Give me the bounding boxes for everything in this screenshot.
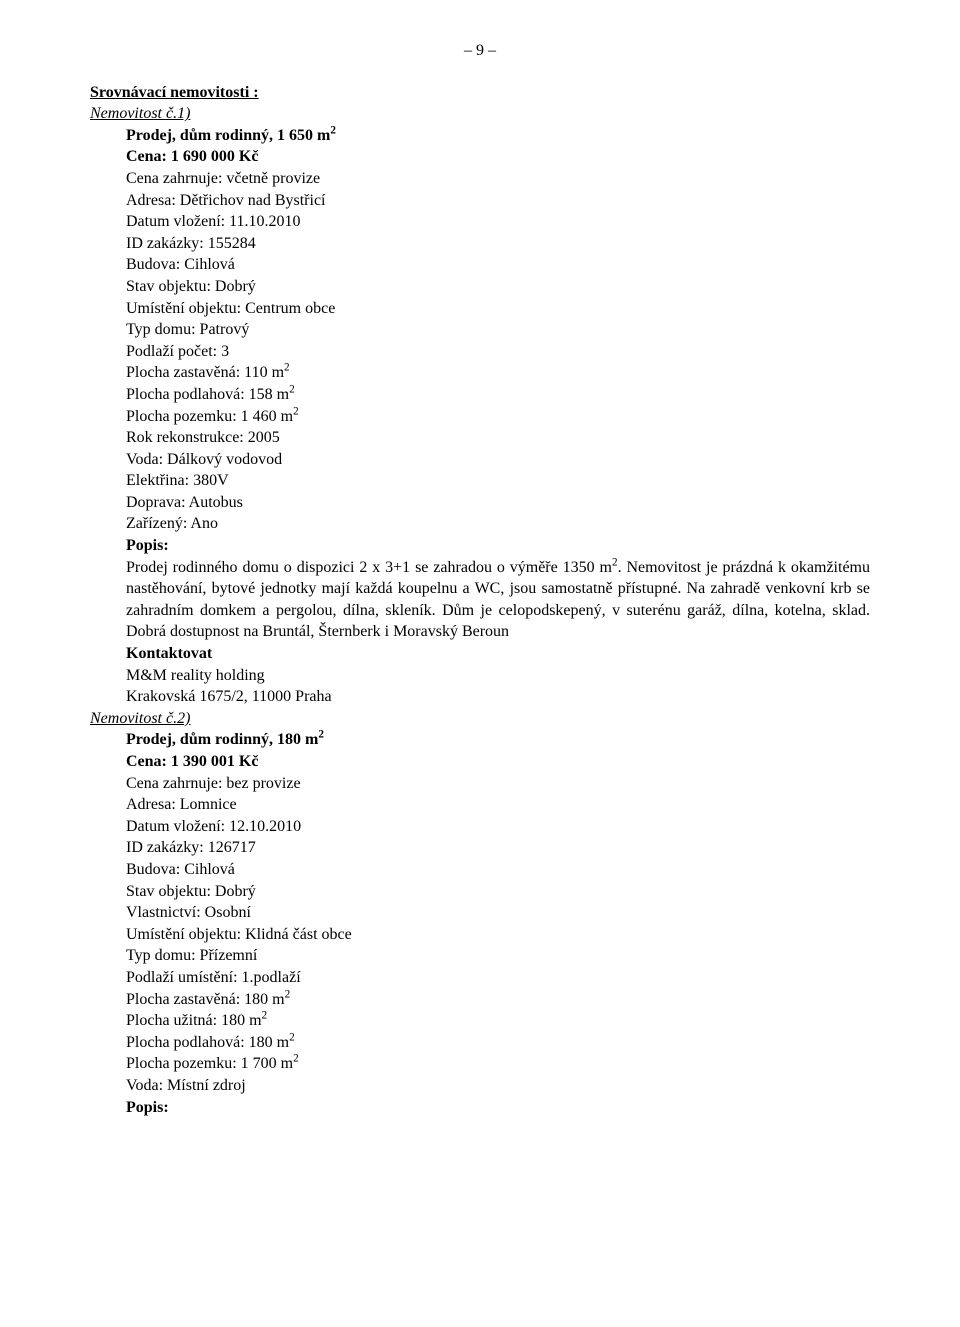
property2-floor-area: Plocha podlahová: 180 m2 xyxy=(126,1032,870,1054)
property1-desc-prefix: Prodej rodinného domu o dispozici 2 x 3+… xyxy=(126,559,612,576)
property2-title-text: Prodej, dům rodinný, 180 m xyxy=(126,731,318,748)
property2-land-area: Plocha pozemku: 1 700 m2 xyxy=(126,1053,870,1075)
property2-floor-area-sup: 2 xyxy=(289,1031,295,1043)
property1-location: Umístění objektu: Centrum obce xyxy=(126,298,870,320)
section-heading: Srovnávací nemovitosti : xyxy=(90,82,870,104)
property1-desc-label: Popis: xyxy=(126,535,870,557)
property1-price: Cena: 1 690 000 Kč xyxy=(126,146,870,168)
property2-built-area-text: Plocha zastavěná: 180 m xyxy=(126,991,285,1008)
property2-ownership: Vlastnictví: Osobní xyxy=(126,902,870,924)
property1-id: ID zakázky: 155284 xyxy=(126,233,870,255)
property2-water: Voda: Místní zdroj xyxy=(126,1075,870,1097)
property1-price-includes: Cena zahrnuje: včetně provize xyxy=(126,168,870,190)
property2-title: Prodej, dům rodinný, 180 m2 xyxy=(126,729,870,751)
property2-floor-position: Podlaží umístění: 1.podlaží xyxy=(126,967,870,989)
property1-contact-name: M&M reality holding xyxy=(126,665,870,687)
property2-desc-label: Popis: xyxy=(126,1097,870,1119)
property1-land-area: Plocha pozemku: 1 460 m2 xyxy=(126,406,870,428)
property2-condition: Stav objektu: Dobrý xyxy=(126,881,870,903)
property2-built-area: Plocha zastavěná: 180 m2 xyxy=(126,989,870,1011)
property2-address: Adresa: Lomnice xyxy=(126,794,870,816)
property1-built-area-sup: 2 xyxy=(284,362,290,374)
property1-desc: Prodej rodinného domu o dispozici 2 x 3+… xyxy=(126,557,870,643)
property1-condition: Stav objektu: Dobrý xyxy=(126,276,870,298)
property2-title-sup: 2 xyxy=(318,729,324,741)
property1-building: Budova: Cihlová xyxy=(126,254,870,276)
property1-date: Datum vložení: 11.10.2010 xyxy=(126,211,870,233)
property2-building: Budova: Cihlová xyxy=(126,859,870,881)
property2-usable-area-text: Plocha užitná: 180 m xyxy=(126,1012,262,1029)
property1-title: Prodej, dům rodinný, 1 650 m2 xyxy=(126,125,870,147)
property2-floor-area-text: Plocha podlahová: 180 m xyxy=(126,1034,289,1051)
property2-price-includes: Cena zahrnuje: bez provize xyxy=(126,773,870,795)
property2-location: Umístění objektu: Klidná část obce xyxy=(126,924,870,946)
property1-land-area-sup: 2 xyxy=(293,405,299,417)
property1-block: Prodej, dům rodinný, 1 650 m2 Cena: 1 69… xyxy=(126,125,870,708)
property2-heading: Nemovitost č.2) xyxy=(90,708,870,730)
property2-date: Datum vložení: 12.10.2010 xyxy=(126,816,870,838)
property1-floor-area: Plocha podlahová: 158 m2 xyxy=(126,384,870,406)
property1-title-text: Prodej, dům rodinný, 1 650 m xyxy=(126,127,330,144)
property1-floor-area-sup: 2 xyxy=(289,384,295,396)
property2-house-type: Typ domu: Přízemní xyxy=(126,945,870,967)
property1-reconstruction: Rok rekonstrukce: 2005 xyxy=(126,427,870,449)
property2-usable-area-sup: 2 xyxy=(262,1010,268,1022)
property2-built-area-sup: 2 xyxy=(285,988,291,1000)
property1-heading: Nemovitost č.1) xyxy=(90,103,870,125)
property1-transport: Doprava: Autobus xyxy=(126,492,870,514)
property2-price: Cena: 1 390 001 Kč xyxy=(126,751,870,773)
property1-house-type: Typ domu: Patrový xyxy=(126,319,870,341)
page-number: – 9 – xyxy=(90,40,870,62)
property2-land-area-text: Plocha pozemku: 1 700 m xyxy=(126,1055,293,1072)
property2-id: ID zakázky: 126717 xyxy=(126,837,870,859)
property2-usable-area: Plocha užitná: 180 m2 xyxy=(126,1010,870,1032)
property1-electricity: Elektřina: 380V xyxy=(126,470,870,492)
property1-water: Voda: Dálkový vodovod xyxy=(126,449,870,471)
property1-floors: Podlaží počet: 3 xyxy=(126,341,870,363)
property1-furnished: Zařízený: Ano xyxy=(126,513,870,535)
property2-land-area-sup: 2 xyxy=(293,1053,299,1065)
property1-contact-label: Kontaktovat xyxy=(126,643,870,665)
property1-floor-area-text: Plocha podlahová: 158 m xyxy=(126,386,289,403)
property1-title-sup: 2 xyxy=(330,124,336,136)
property1-built-area: Plocha zastavěná: 110 m2 xyxy=(126,362,870,384)
property1-land-area-text: Plocha pozemku: 1 460 m xyxy=(126,408,293,425)
property2-block: Prodej, dům rodinný, 180 m2 Cena: 1 390 … xyxy=(126,729,870,1118)
property1-contact-address: Krakovská 1675/2, 11000 Praha xyxy=(126,686,870,708)
property1-built-area-text: Plocha zastavěná: 110 m xyxy=(126,364,284,381)
property1-address: Adresa: Dětřichov nad Bystřicí xyxy=(126,190,870,212)
